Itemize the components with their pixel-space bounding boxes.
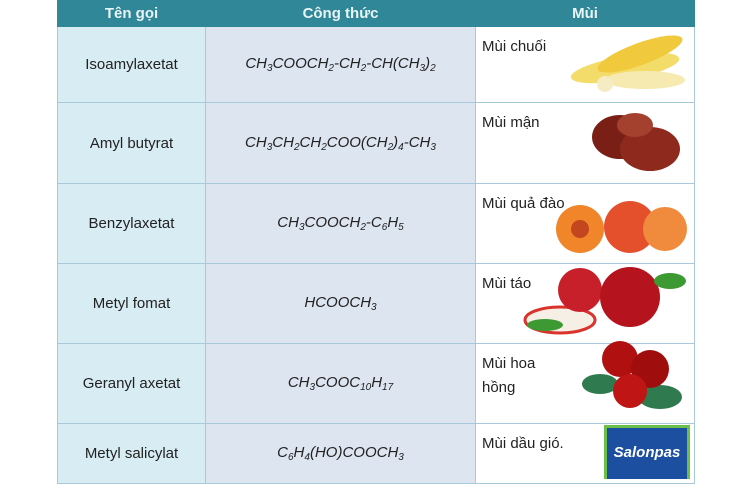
smell-cell: Mùi táo xyxy=(475,263,695,344)
formula-subscript: 3 xyxy=(371,302,377,313)
salonpas-logo: Salonpas xyxy=(604,425,690,479)
smell-cell: Mùi hoa hồng xyxy=(475,341,695,424)
formula-subscript: 3 xyxy=(298,222,305,233)
ester-smell-table: Tên gọi Công thức Mùi Isoamylaxetat CH3C… xyxy=(57,0,695,484)
formula-text: CH xyxy=(287,374,310,391)
formula-text: H xyxy=(387,214,399,231)
peach-image xyxy=(550,199,690,259)
ester-formula: CH3COOC10H17 xyxy=(205,343,476,424)
plum-image xyxy=(580,107,690,179)
formula-text: CH xyxy=(299,133,322,151)
smell-label: Mùi táo xyxy=(482,275,532,292)
ester-formula: C6H4(HO)COOCH3 xyxy=(205,423,476,484)
ester-formula: HCOOCH3 xyxy=(205,263,476,344)
ester-formula: CH3COOCH2-CH2-CH(CH3)2 xyxy=(205,26,476,103)
formula-text: CH xyxy=(245,133,267,151)
formula-text: (HO)COOCH xyxy=(309,444,399,461)
formula-text: -CH(CH xyxy=(366,55,420,72)
rose-image xyxy=(575,339,690,419)
formula-text: C xyxy=(277,444,288,461)
ester-name: Benzylaxetat xyxy=(57,183,206,264)
formula-text: -CH xyxy=(403,133,431,151)
formula-text: ) xyxy=(425,55,431,72)
formula-subscript: 3 xyxy=(430,141,436,153)
formula-subscript: 3 xyxy=(398,452,404,463)
smell-label: Mùi chuối xyxy=(482,38,547,55)
apple-image xyxy=(520,265,690,339)
formula-text: H xyxy=(371,374,383,391)
table-row: Benzylaxetat CH3COOCH2-C6H5 Mùi quả đào xyxy=(57,183,695,264)
formula-subscript: 3 xyxy=(266,141,273,153)
formula-text: HCOOCH xyxy=(304,294,372,311)
smell-label: Mùi hoa hồng xyxy=(482,355,536,396)
table-row: Isoamylaxetat CH3COOCH2-CH2-CH(CH3)2 Mùi… xyxy=(57,26,695,103)
smell-cell: Mùi chuối xyxy=(475,26,695,103)
formula-subscript: 17 xyxy=(382,382,394,393)
formula-subscript: 2 xyxy=(387,141,394,153)
ester-name: Geranyl axetat xyxy=(57,343,206,424)
formula-text: COOCH xyxy=(272,55,329,72)
formula-subscript: 4 xyxy=(398,141,404,153)
formula-subscript: 3 xyxy=(419,63,426,74)
formula-text: CH xyxy=(272,133,294,151)
formula-subscript: 4 xyxy=(304,452,310,463)
header-row: Tên gọi Công thức Mùi xyxy=(57,0,695,27)
formula-text: H xyxy=(293,444,305,461)
formula-subscript: 10 xyxy=(360,382,372,393)
formula-subscript: 5 xyxy=(398,222,404,233)
smell-cell: Mùi quả đào xyxy=(475,183,695,264)
formula-subscript: 3 xyxy=(267,63,273,74)
formula-subscript: 2 xyxy=(360,222,366,233)
salonpas-image: Salonpas xyxy=(604,425,690,479)
banana-image xyxy=(565,32,690,98)
smell-cell: Mùi mận xyxy=(475,102,695,184)
formula-text: CH xyxy=(277,214,299,231)
formula-subscript: 2 xyxy=(360,63,367,74)
formula-text: COOCH xyxy=(304,214,361,231)
ester-name: Isoamylaxetat xyxy=(57,26,206,103)
formula-text: COOC xyxy=(315,374,361,391)
formula-text: CH xyxy=(245,55,267,72)
formula-subscript: 6 xyxy=(287,452,294,463)
table-row: Geranyl axetat CH3COOC10H17 Mùi hoa hồng xyxy=(57,341,695,424)
smell-cell: Mùi dầu gió. Salonpas xyxy=(475,423,695,484)
smell-label: Mùi quả đào xyxy=(482,195,565,212)
ester-name: Metyl salicylat xyxy=(57,423,206,484)
table-row: Amyl butyrat CH3CH2CH2COO(CH2)4-CH3 Mùi … xyxy=(57,102,695,184)
ester-name: Amyl butyrat xyxy=(57,102,206,184)
formula-subscript: 2 xyxy=(328,63,334,74)
ester-formula: CH3CH2CH2COO(CH2)4-CH3 xyxy=(205,102,476,184)
formula-subscript: 2 xyxy=(293,141,300,153)
ester-name: Metyl fomat xyxy=(57,263,206,344)
ester-formula: CH3COOCH2-C6H5 xyxy=(205,183,476,264)
formula-text: -CH xyxy=(333,55,361,72)
formula-subscript: 6 xyxy=(381,222,388,233)
header-smell: Mùi xyxy=(475,0,695,27)
smell-label: Mùi dầu gió. xyxy=(482,435,564,452)
smell-label: Mùi mận xyxy=(482,114,540,131)
formula-text: COO(CH xyxy=(326,133,388,151)
formula-subscript: 3 xyxy=(309,382,316,393)
formula-subscript: 2 xyxy=(321,141,327,153)
formula-text: ) xyxy=(393,133,399,151)
table-row: Metyl salicylat C6H4(HO)COOCH3 Mùi dầu g… xyxy=(57,423,695,484)
formula-text: -C xyxy=(365,214,382,231)
header-formula: Công thức xyxy=(205,0,476,27)
header-name: Tên gọi xyxy=(57,0,206,27)
formula-subscript: 2 xyxy=(430,63,436,74)
table-row: Metyl fomat HCOOCH3 Mùi táo xyxy=(57,263,695,344)
